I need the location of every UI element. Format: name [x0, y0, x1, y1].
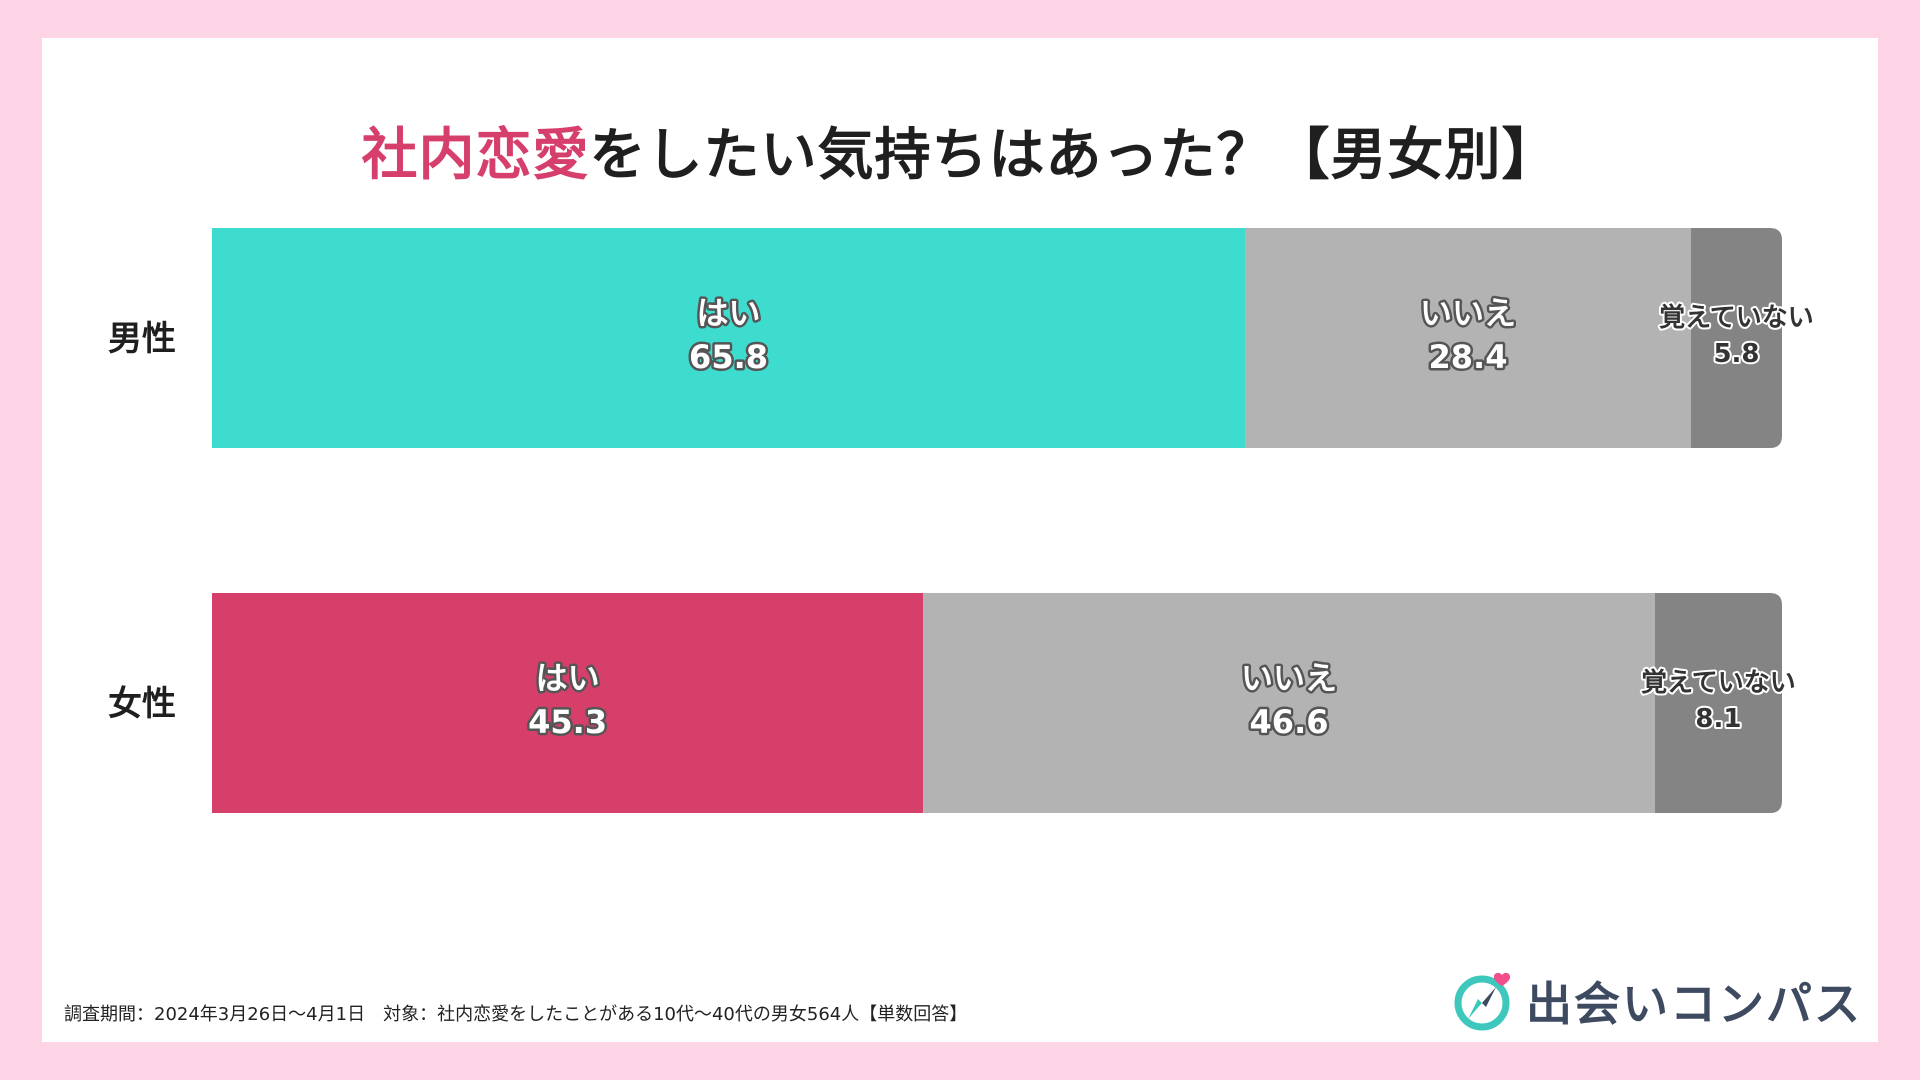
segment-value-1-0: 45.3: [528, 703, 607, 741]
segment-value-1-1: 46.6: [1250, 703, 1329, 741]
bar-segment-1-1: [923, 593, 1655, 813]
brand-name: 出会いコンパス: [1526, 977, 1862, 1031]
segment-value-1-2: 8.1: [1695, 704, 1741, 734]
segment-label-1-0: はい: [536, 659, 600, 697]
segment-label-1-2: 覚えていない: [1641, 668, 1796, 698]
title-accent: 社内恋愛: [361, 123, 590, 188]
segment-value-0-0: 65.8: [689, 338, 768, 376]
segment-value-0-2: 5.8: [1713, 339, 1759, 369]
segment-label-1-1: いいえ: [1241, 659, 1337, 697]
segment-label-0-0: はい: [697, 294, 761, 332]
row-label-1: 女性: [108, 684, 176, 724]
title-rest: をしたい気持ちはあった？【男女別】: [589, 123, 1559, 188]
row-label-0: 男性: [108, 319, 176, 359]
stacked-bar-chart: 男性はい65.8いいえ28.4覚えていない5.8女性はい45.3いいえ46.6覚…: [108, 228, 1816, 813]
bar-segment-0-0: [212, 228, 1246, 448]
bar-segment-1-2: [1654, 593, 1782, 813]
segment-label-0-1: いいえ: [1420, 294, 1516, 332]
chart-card: 社内恋愛をしたい気持ちはあった？【男女別】 男性 はい 65.8 いいえ 28.4 覚えて…: [42, 38, 1878, 1042]
segment-value-0-1: 28.4: [1429, 338, 1508, 376]
segment-label-0-2: 覚えていない: [1659, 303, 1814, 333]
bar-segment-0-1: [1245, 228, 1691, 448]
chart-title: 社内恋愛をしたい気持ちはあった？【男女別】: [42, 110, 1878, 191]
bar-segment-1-0: [212, 593, 924, 813]
bar-segment-0-2: [1690, 228, 1782, 448]
survey-footnote: 調査期間：2024年3月26日〜4月1日 対象：社内恋愛をしたことがある10代〜…: [64, 1004, 968, 1025]
brand-logo: 出会いコンパス: [1452, 968, 1862, 1034]
compass-heart-icon: [1454, 972, 1511, 1031]
